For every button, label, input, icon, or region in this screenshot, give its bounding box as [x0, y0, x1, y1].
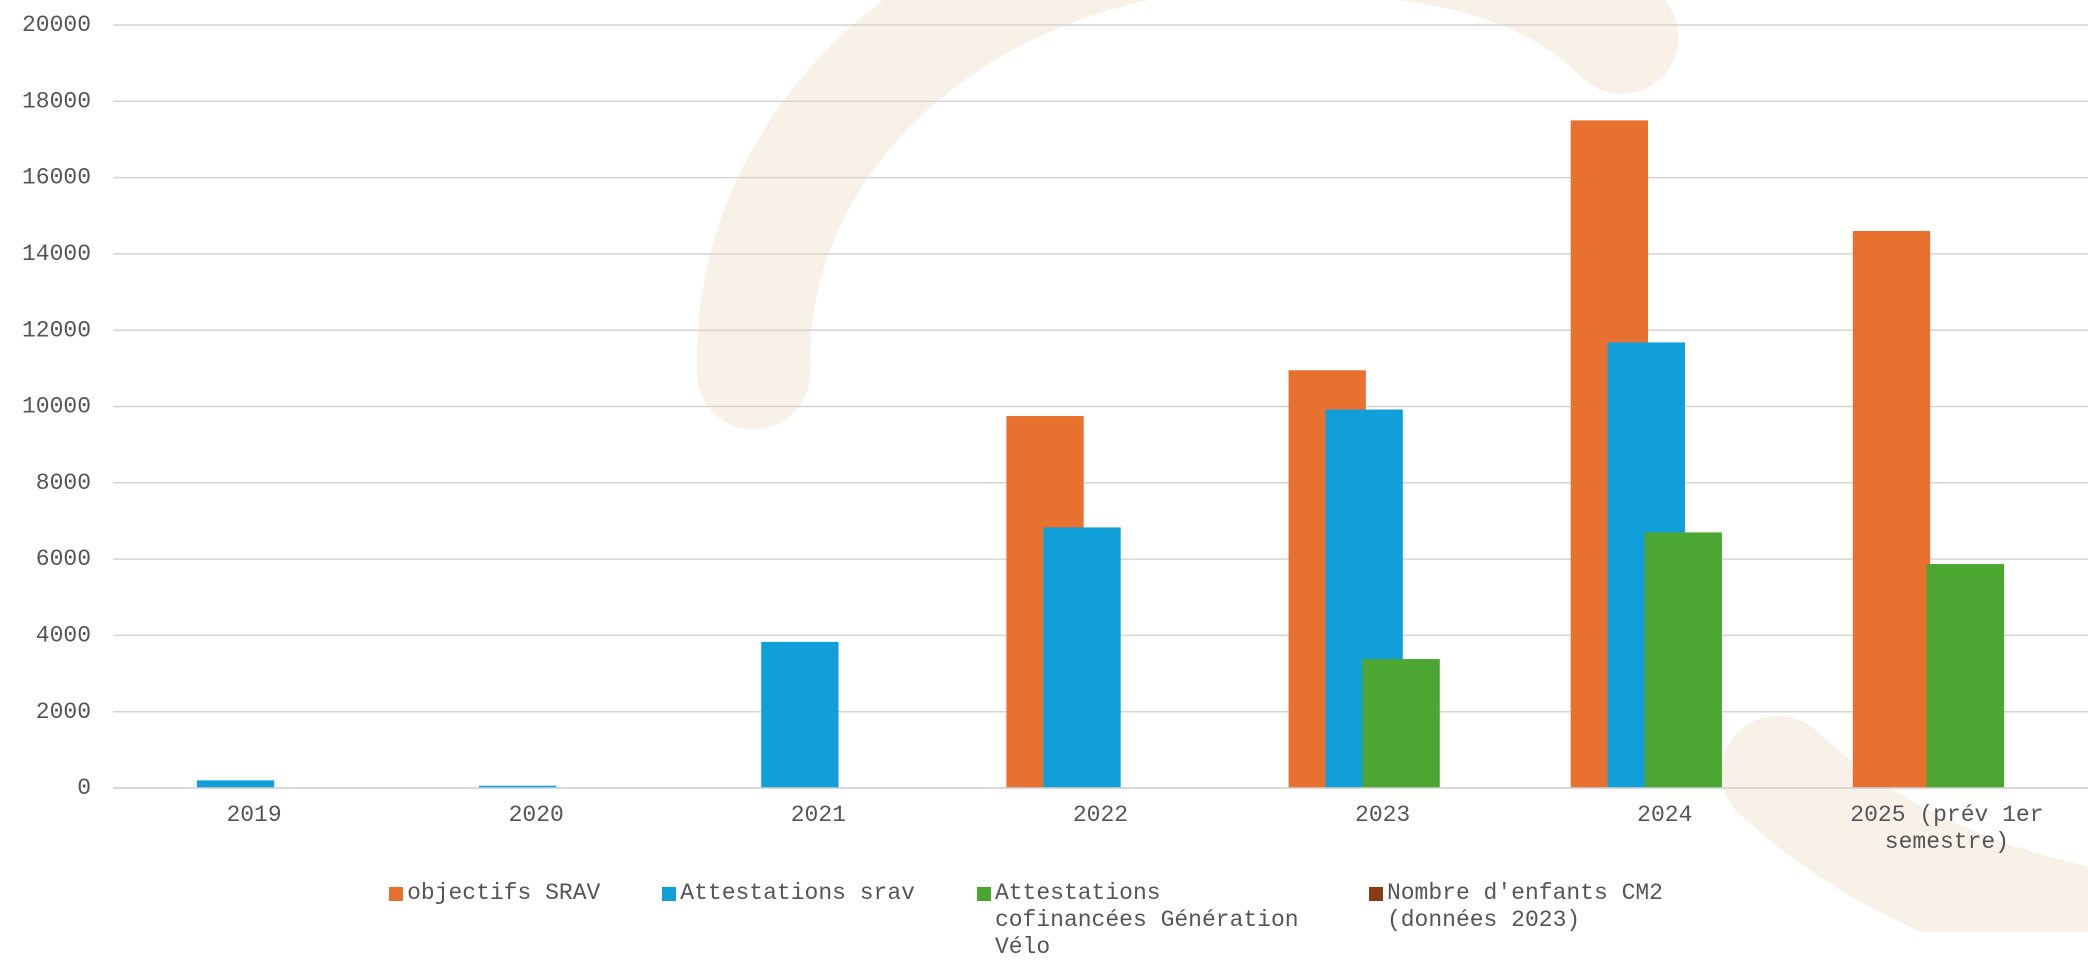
- x-tick-label: 2023: [1355, 802, 1411, 828]
- legend-swatch: [389, 887, 404, 901]
- x-tick-label: 2021: [790, 802, 846, 828]
- y-tick-label: 6000: [36, 546, 91, 572]
- y-tick-label: 2000: [36, 699, 91, 725]
- legend-swatch: [662, 887, 677, 901]
- bar: [196, 780, 275, 788]
- background-decoration: [697, 0, 2088, 932]
- legend-label: Attestations srav: [680, 880, 915, 906]
- legend-item: Nombre d'enfants CM2 (données 2023): [1368, 880, 1699, 961]
- legend-swatch: [976, 887, 991, 901]
- bar: [761, 641, 839, 788]
- y-tick-label: 0: [77, 775, 91, 801]
- y-tick-label: 18000: [22, 88, 91, 114]
- bar: [1852, 231, 1931, 788]
- y-tick-label: 12000: [22, 317, 91, 343]
- chart: 0 2000 4000 6000 8000 10000 12000 14000 16000 180…: [22, 0, 2088, 932]
- bar: [1926, 564, 2005, 788]
- x-tick-label: 2019: [226, 802, 282, 828]
- x-tick-label: 2020: [508, 802, 564, 828]
- legend-item: Attestations srav: [662, 880, 915, 961]
- legend: objectifs SRAV Attestations srav Attestati…: [0, 880, 2088, 961]
- y-tick-label: 8000: [36, 470, 91, 496]
- legend-label: objectifs SRAV: [407, 880, 601, 906]
- y-tick-label: 20000: [22, 12, 91, 38]
- x-tick-label: 2024: [1637, 802, 1693, 828]
- bar: [1362, 659, 1440, 788]
- legend-item: Attestations cofinancées Génération Vélo: [976, 880, 1307, 961]
- bar: [1644, 532, 1722, 788]
- legend-label: Attestations cofinancées Génération Vélo: [994, 880, 1299, 960]
- legend-label: Nombre d'enfants CM2 (données 2023): [1386, 880, 1663, 933]
- x-tick-label: 2022: [1072, 802, 1129, 828]
- legend-swatch: [1368, 887, 1383, 901]
- y-tick-label: 10000: [22, 394, 91, 420]
- y-tick-label: 4000: [36, 622, 91, 648]
- y-tick-label: 16000: [22, 165, 91, 191]
- bar: [479, 785, 557, 788]
- page: 0 2000 4000 6000 8000 10000 12000 14000 16000 180…: [21, 0, 2088, 960]
- bar: [1043, 527, 1121, 788]
- y-tick-label: 14000: [22, 241, 91, 267]
- x-tick-label: 2025 (prév 1er semestre): [1850, 802, 2044, 855]
- legend-item: objectifs SRAV: [389, 880, 600, 961]
